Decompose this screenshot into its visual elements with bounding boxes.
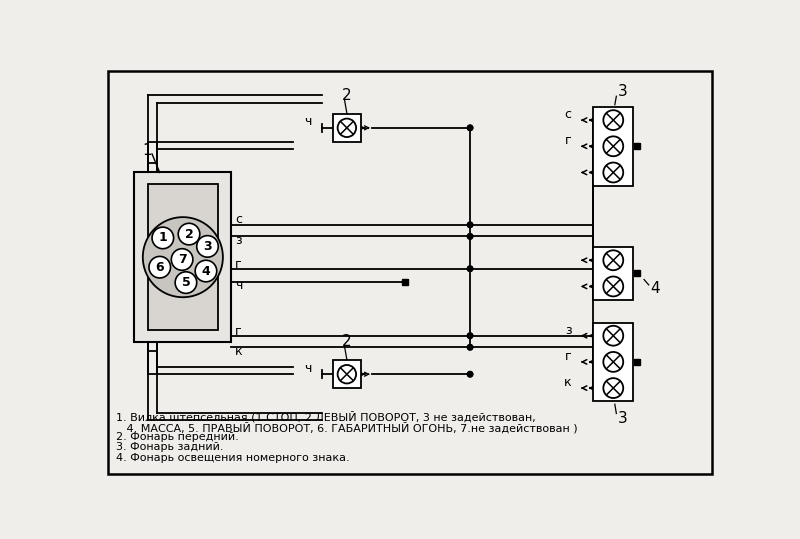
Text: 2: 2 <box>342 334 352 349</box>
Text: ч: ч <box>304 115 311 128</box>
Circle shape <box>195 260 217 282</box>
Text: 3. Фонарь задний.: 3. Фонарь задний. <box>116 443 223 452</box>
Bar <box>634 143 640 149</box>
Bar <box>402 279 409 285</box>
Text: с: с <box>565 108 572 121</box>
Circle shape <box>603 277 623 296</box>
Text: 4. Фонарь освещения номерного знака.: 4. Фонарь освещения номерного знака. <box>116 453 350 463</box>
Circle shape <box>467 266 473 272</box>
Text: г: г <box>565 350 572 363</box>
Circle shape <box>603 250 623 270</box>
Text: 2: 2 <box>185 227 194 240</box>
Text: 1. Вилка штепсельная (1.СТОП, 2 ЛЕВЫЙ ПОВОРОТ, 3 не задействован,: 1. Вилка штепсельная (1.СТОП, 2 ЛЕВЫЙ ПО… <box>116 411 536 423</box>
Circle shape <box>178 223 200 245</box>
Circle shape <box>467 125 473 130</box>
Text: 5: 5 <box>182 276 190 289</box>
Text: 3: 3 <box>618 84 627 99</box>
Text: ч: ч <box>304 362 311 375</box>
Text: з: з <box>565 324 572 337</box>
Text: 7: 7 <box>178 253 186 266</box>
Circle shape <box>467 371 473 377</box>
Circle shape <box>467 371 473 377</box>
Circle shape <box>175 272 197 293</box>
Text: 4: 4 <box>650 281 660 296</box>
Circle shape <box>197 236 218 257</box>
Circle shape <box>338 119 356 137</box>
Circle shape <box>467 125 473 130</box>
Circle shape <box>603 110 623 130</box>
Circle shape <box>467 266 473 272</box>
Text: 2: 2 <box>342 88 352 103</box>
Bar <box>134 172 230 342</box>
Text: к: к <box>564 376 572 389</box>
Circle shape <box>467 234 473 239</box>
Circle shape <box>152 227 174 248</box>
Text: з: з <box>235 234 242 247</box>
Text: 1: 1 <box>142 143 152 158</box>
Text: к: к <box>235 344 243 357</box>
Circle shape <box>603 352 623 372</box>
Circle shape <box>338 365 356 383</box>
Bar <box>333 361 361 388</box>
Bar <box>634 359 640 365</box>
Circle shape <box>603 378 623 398</box>
Text: ч: ч <box>235 279 242 292</box>
Circle shape <box>467 333 473 338</box>
Text: 2. Фонарь передний.: 2. Фонарь передний. <box>116 432 238 442</box>
Circle shape <box>467 333 473 338</box>
Bar <box>594 107 634 185</box>
Bar <box>333 114 361 142</box>
Bar <box>594 247 634 300</box>
Circle shape <box>171 248 193 270</box>
Circle shape <box>603 163 623 182</box>
Circle shape <box>149 257 170 278</box>
Text: 3: 3 <box>203 240 212 253</box>
Circle shape <box>467 344 473 350</box>
Circle shape <box>603 326 623 345</box>
Circle shape <box>467 344 473 350</box>
Text: 6: 6 <box>155 261 164 274</box>
Text: г: г <box>235 324 242 337</box>
Circle shape <box>143 217 223 297</box>
Text: 3: 3 <box>618 411 627 426</box>
Circle shape <box>467 222 473 227</box>
Circle shape <box>603 136 623 156</box>
Bar <box>594 323 634 401</box>
Bar <box>148 184 218 330</box>
Text: 4. МАССА, 5. ПРАВЫЙ ПОВОРОТ, 6. ГАБАРИТНЫЙ ОГОНЬ, 7.не задействован ): 4. МАССА, 5. ПРАВЫЙ ПОВОРОТ, 6. ГАБАРИТН… <box>116 421 578 433</box>
Text: 4: 4 <box>202 265 210 278</box>
Text: г: г <box>235 258 242 271</box>
Text: 1: 1 <box>158 231 167 244</box>
Circle shape <box>467 222 473 227</box>
Text: г: г <box>565 134 572 147</box>
Text: с: с <box>235 213 242 226</box>
Bar <box>634 270 640 277</box>
Circle shape <box>467 234 473 239</box>
